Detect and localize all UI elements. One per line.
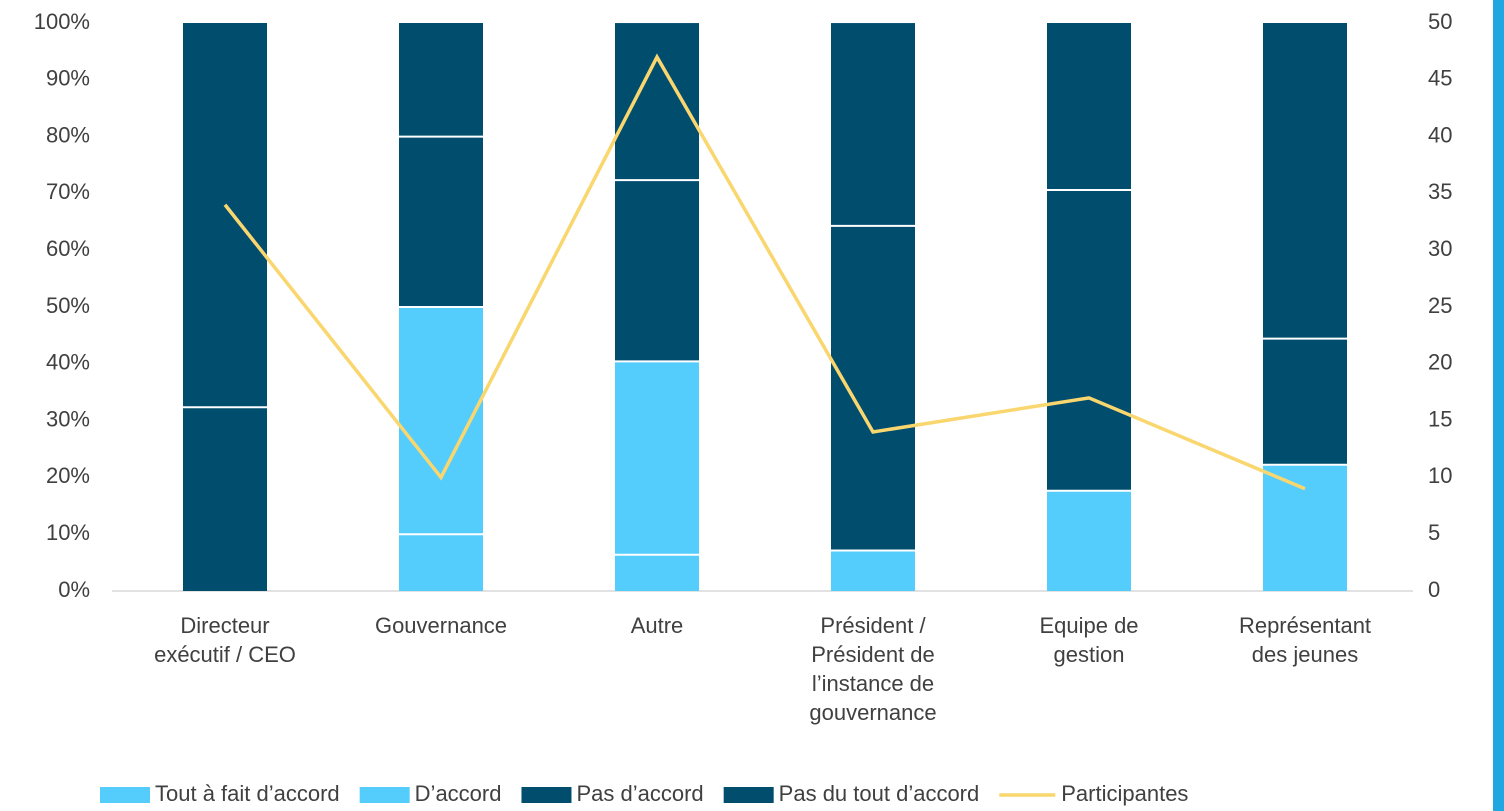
bar-segment [615,23,699,181]
bar-segment [399,136,483,307]
legend-label: D’accord [415,781,502,806]
bar-segment [1047,490,1131,591]
y-tick-label: 70% [46,179,90,204]
y-tick-label: 80% [46,122,90,147]
bar-segment [831,225,915,551]
legend-label: Participantes [1061,781,1188,806]
y2-tick-label: 5 [1428,520,1440,545]
bar-segment [1263,23,1347,339]
legend-label: Tout à fait d’accord [155,781,340,806]
bar-segment [1047,190,1131,491]
legend-swatch [723,787,774,803]
bar-segment [615,180,699,362]
bar-segment [183,23,267,408]
y-tick-label: 30% [46,406,90,431]
bar-segment [615,554,699,591]
y-tick-label: 50% [46,293,90,318]
y2-tick-label: 30 [1428,236,1452,261]
y2-tick-label: 15 [1428,406,1452,431]
legend-swatch [100,787,150,803]
y2-tick-label: 10 [1428,463,1452,488]
y2-tick-label: 40 [1428,122,1452,147]
line-series [223,53,1306,491]
bar-segment [1047,23,1131,191]
y-tick-label: 60% [46,236,90,261]
bar-segment [831,550,915,591]
y-tick-label: 10% [46,520,90,545]
bar-segment [399,534,483,591]
bar-segment [183,407,267,591]
y-tick-label: 90% [46,66,90,91]
y-tick-label: 40% [46,350,90,375]
legend-label: Pas d’accord [576,781,703,806]
legend-swatch [521,787,572,803]
y2-tick-label: 50 [1428,9,1452,34]
edge-stripe [1493,0,1504,811]
y2-tick-label: 35 [1428,179,1452,204]
x-tick-label: Président / Président de l’instance de gouv… [809,613,936,725]
x-tick-label: Autre [631,613,684,638]
x-tick-label: Représentant des jeunes [1239,613,1371,667]
y-tick-label: 0% [58,577,90,602]
y2-tick-label: 25 [1428,293,1452,318]
bar-segment [399,23,483,137]
y2-tick-label: 20 [1428,350,1452,375]
legend-swatch [359,787,410,803]
y2-tick-label: 0 [1428,577,1440,602]
y2-tick-label: 45 [1428,66,1452,91]
x-tick-label: Gouvernance [375,613,507,638]
y-tick-label: 100% [34,9,90,34]
bar-segment [1263,338,1347,465]
y-tick-label: 20% [46,463,90,488]
legend-label: Pas du tout d’accord [779,781,980,806]
bar-segment [615,361,699,555]
bar-segment [1263,464,1347,591]
bar-segment [831,23,915,226]
x-tick-label: Directeur exécutif / CEO [154,613,296,667]
x-tick-label: Equipe de gestion [1039,613,1138,667]
